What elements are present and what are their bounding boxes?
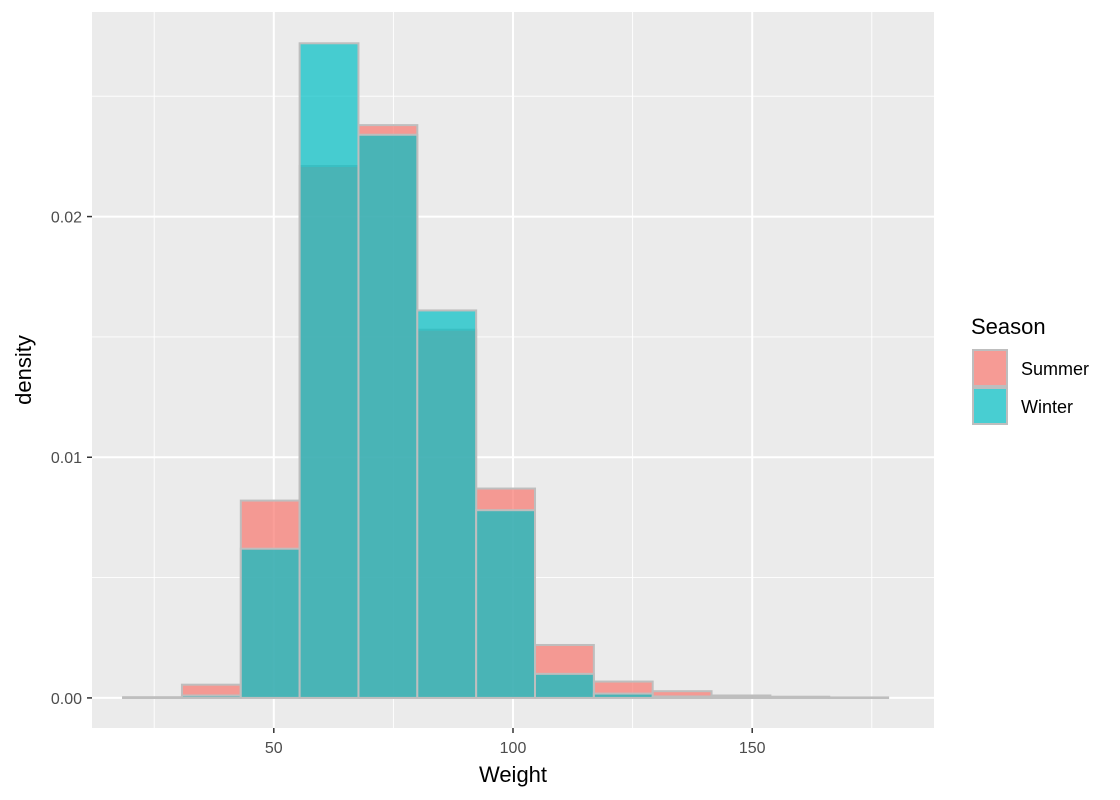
bar-winter: [357, 133, 419, 699]
y-tick-label: 0.00: [51, 691, 82, 708]
series-winter: [122, 42, 890, 699]
legend-label: Summer: [1021, 359, 1089, 379]
x-tick-label: 50: [265, 740, 283, 757]
legend-title: Season: [971, 314, 1046, 339]
bar-winter: [180, 694, 242, 699]
bar-winter: [298, 42, 360, 699]
x-axis-title: Weight: [479, 762, 547, 787]
bar-winter: [416, 309, 478, 699]
y-axis-title: density: [11, 335, 36, 405]
y-tick-label: 0.01: [51, 450, 82, 467]
histogram-bars: [122, 42, 890, 699]
legend-item-summer: Summer: [972, 349, 1089, 387]
legend: Season Summer Winter: [971, 314, 1089, 425]
y-tick-label: 0.02: [51, 210, 82, 227]
bar-winter: [475, 509, 537, 699]
bar-winter: [592, 692, 654, 699]
y-axis-ticks: 0.00 0.01 0.02: [51, 210, 92, 708]
legend-swatch: [972, 349, 1008, 387]
legend-swatch: [972, 387, 1008, 425]
x-tick-label: 150: [739, 740, 766, 757]
bar-winter: [534, 672, 595, 699]
legend-label: Winter: [1021, 397, 1073, 417]
x-tick-label: 100: [500, 740, 527, 757]
bar-winter: [651, 695, 713, 699]
legend-item-winter: Winter: [972, 387, 1073, 425]
bar-winter: [239, 547, 301, 699]
x-axis-ticks: 50 100 150: [265, 728, 766, 757]
